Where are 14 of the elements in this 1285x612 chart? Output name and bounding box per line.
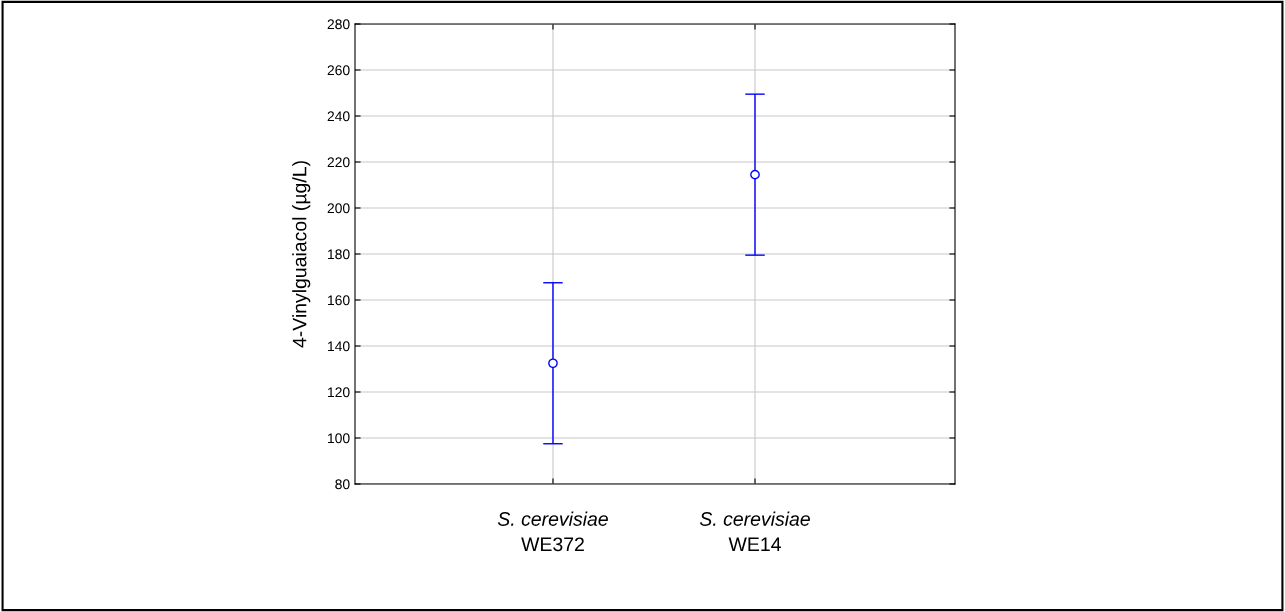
y-tick-label: 140 (328, 341, 350, 352)
y-tick-label: 260 (327, 65, 350, 76)
y-tick-label: 220 (327, 157, 350, 168)
y-tick-label: 280 (327, 19, 350, 30)
x-tick-label: S. cerevisiae WE14 (699, 511, 810, 551)
y-tick-label: 240 (327, 111, 350, 122)
y-tick-label: 120 (328, 387, 350, 398)
y-tick-label: 100 (328, 433, 350, 444)
y-tick-label: 200 (327, 203, 350, 214)
y-axis-title: 4-Vinylguaiacol (µg/L) (292, 161, 311, 348)
x-tick-label: S. cerevisiae WE372 (497, 511, 608, 552)
y-tick-label: 80 (335, 479, 350, 490)
y-tick-label: 160 (328, 295, 350, 306)
y-tick-label: 180 (328, 249, 350, 260)
